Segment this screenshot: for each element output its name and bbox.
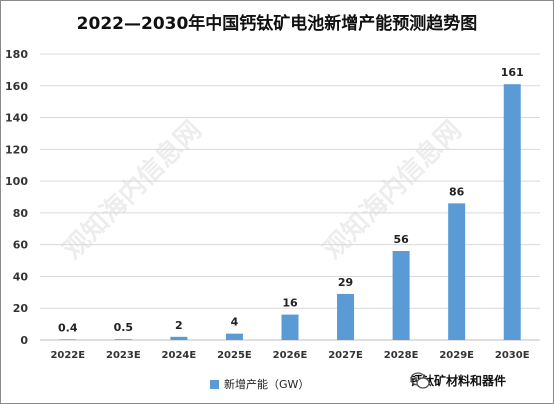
- x-tick-label: 2027E: [328, 350, 363, 361]
- data-label: 2: [175, 319, 183, 332]
- bar: [448, 203, 466, 340]
- bar: [225, 333, 243, 340]
- data-label: 161: [501, 66, 524, 79]
- y-tick-label: 160: [5, 80, 28, 93]
- x-tick-label: 2025E: [217, 350, 252, 361]
- y-tick-label: 180: [5, 48, 28, 61]
- bar: [337, 293, 355, 340]
- bar: [392, 251, 410, 340]
- x-tick-label: 2028E: [384, 350, 419, 361]
- x-tick-label: 2026E: [273, 350, 308, 361]
- bar: [170, 336, 188, 340]
- y-tick-label: 20: [13, 302, 29, 315]
- bar: [503, 84, 521, 340]
- y-tick-label: 80: [13, 207, 29, 220]
- data-label: 0.4: [58, 321, 78, 334]
- bar: [59, 339, 77, 340]
- wechat-icon: [410, 372, 430, 389]
- data-label: 16: [282, 297, 298, 310]
- y-tick-label: 40: [13, 270, 29, 283]
- legend-swatch: [210, 379, 219, 389]
- bar: [281, 314, 299, 340]
- x-tick-label: 2029E: [439, 350, 474, 361]
- source-label: 钙钛矿材料和器件: [410, 374, 507, 388]
- data-label: 0.5: [114, 321, 134, 334]
- chart-legend: 新增产能（GW）: [210, 376, 309, 392]
- bar: [114, 339, 132, 340]
- x-tick-label: 2024E: [162, 350, 197, 361]
- x-tick-label: 2022E: [50, 350, 85, 361]
- y-tick-label: 120: [5, 143, 28, 156]
- y-tick-label: 100: [5, 175, 28, 188]
- data-label: 56: [393, 233, 409, 246]
- data-label: 86: [449, 185, 465, 198]
- source-credit: 钙钛矿材料和器件: [410, 372, 506, 389]
- x-tick-label: 2030E: [495, 350, 530, 361]
- x-tick-label: 2023E: [106, 350, 141, 361]
- legend-label: 新增产能（GW）: [224, 378, 310, 391]
- y-tick-label: 140: [5, 112, 28, 125]
- chart-title: 2022—2030年中国钙钛矿电池新增产能预测趋势图: [76, 14, 478, 34]
- data-label: 29: [338, 276, 353, 289]
- y-tick-label: 0: [20, 334, 28, 347]
- data-label: 4: [231, 316, 239, 329]
- y-tick-label: 60: [13, 239, 29, 252]
